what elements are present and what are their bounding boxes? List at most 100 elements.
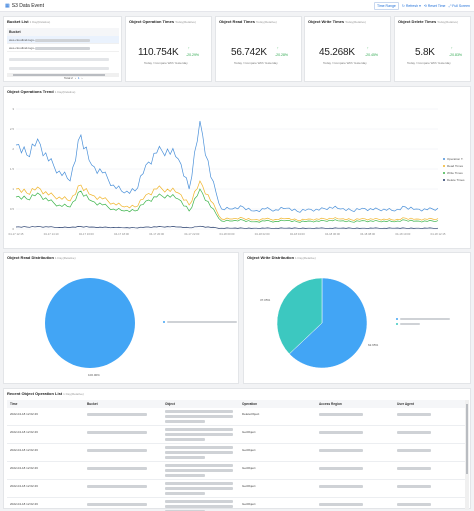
operation-cell: GetObject <box>242 448 256 452</box>
x-tick-label: 04-17 14:10 <box>44 232 59 236</box>
trend-legend: Operation T. Read Times Write Times Dele… <box>443 157 465 185</box>
table-row[interactable]: 2022-04-18 12:02:46 GetObject <box>7 462 469 480</box>
time-cell: 2022-04-18 12:02:46 <box>10 430 38 434</box>
table-header: Time Bucket Object Operation Access Regi… <box>7 400 469 408</box>
write-legend <box>396 318 450 328</box>
stat-value: 45.268K <box>319 47 355 58</box>
region-cell <box>319 502 363 506</box>
stat-percent: -20.45% <box>365 53 379 57</box>
read-legend <box>163 321 237 326</box>
y-tick-label: 1 <box>12 187 14 191</box>
trend-up-icon: ↑ <box>188 46 190 50</box>
refresh-button[interactable]: ↻ Refresh ▾ <box>401 4 421 8</box>
chevron-right-icon[interactable]: › <box>81 76 83 80</box>
user-agent-cell <box>397 412 431 416</box>
object-cell <box>165 446 233 459</box>
write-slice-label-a: 37.05% <box>260 298 271 302</box>
legend-item[interactable] <box>163 321 237 323</box>
stat-value: 110.754K <box>138 47 179 58</box>
chevron-down-icon: ▾ <box>419 4 421 8</box>
region-cell <box>319 412 363 416</box>
stat-caption: Today / Compare With Yesterday <box>144 61 188 65</box>
stat-caption: Today / Compare With Yesterday <box>407 61 451 65</box>
legend-item[interactable]: Read Times <box>443 164 465 168</box>
stat-panel-operation: Object Operation TimesToday(Relative) 11… <box>125 16 212 82</box>
object-cell <box>165 428 233 441</box>
table-row[interactable]: 2022-04-18 12:02:46 GetObject <box>7 498 469 511</box>
trend-up-icon: ↑ <box>367 46 369 50</box>
series-line <box>15 120 439 213</box>
list-item-placeholder <box>7 64 119 72</box>
bucket-cell <box>87 502 147 506</box>
operation-cell: GetObject <box>242 430 256 434</box>
x-tick-label: 04-18 08:00 <box>360 232 375 236</box>
trend-up-icon: ↑ <box>277 46 279 50</box>
stat-value: 5.8K <box>415 47 435 58</box>
legend-item[interactable]: Delete Times <box>443 178 465 182</box>
user-agent-cell <box>397 466 431 470</box>
table-row[interactable]: 2022-04-18 12:02:46 GetObject <box>7 480 469 498</box>
pie-slice <box>276 277 323 355</box>
x-tick-label: 04-18 04:00 <box>290 232 305 236</box>
stat-percent: -20.29% <box>186 53 200 57</box>
reset-icon: ⟲ <box>423 4 427 8</box>
stat-panel-read: Object Read TimesToday(Relative) 56.742K… <box>215 16 302 82</box>
operation-cell: GetObject <box>242 502 256 506</box>
object-cell <box>165 500 233 511</box>
pie-slice <box>45 278 135 368</box>
legend-item[interactable]: Write Times <box>443 171 465 175</box>
time-cell: 2022-04-18 12:02:46 <box>10 448 38 452</box>
series-line <box>15 180 439 222</box>
write-slice-label-b: 62.95% <box>368 343 379 347</box>
bucket-cell <box>87 484 147 488</box>
operation-cell: DeleteObject <box>242 412 260 416</box>
time-range-button[interactable]: Time Range <box>373 2 399 10</box>
x-tick-label: 04-18 06:00 <box>325 232 340 236</box>
list-item-placeholder <box>7 55 119 63</box>
stat-percent: -20.83% <box>449 53 463 57</box>
legend-item[interactable]: Operation T. <box>443 157 465 161</box>
trend-panel: Object Operations Trend1 Day(Relative) 0… <box>3 86 471 249</box>
y-tick-label: 2 <box>12 147 14 151</box>
bucket-list-panel: Bucket List1 Day(Relative) Bucket aws-cl… <box>3 16 122 82</box>
write-pie-chart <box>276 277 368 369</box>
user-agent-cell <box>397 484 431 488</box>
x-tick-label: 04-18 10:00 <box>395 232 410 236</box>
table-row[interactable]: 2022-04-18 12:02:46 DeleteObject <box>7 408 469 426</box>
chevron-left-icon[interactable]: ‹ <box>74 76 76 80</box>
object-cell <box>165 464 233 477</box>
region-cell <box>319 484 363 488</box>
x-tick-label: 04-18 02:00 <box>255 232 270 236</box>
user-agent-cell <box>397 430 431 434</box>
y-tick-label: 3 <box>12 107 14 111</box>
stat-percent: -20.28% <box>275 53 289 57</box>
stat-panel-write: Object Write TimesToday(Relative) 45.268… <box>304 16 391 82</box>
reset-time-button[interactable]: ⟲ Reset Time <box>423 4 446 8</box>
time-cell: 2022-04-18 12:02:46 <box>10 466 38 470</box>
bucket-list-title: Bucket List1 Day(Relative) <box>7 19 51 24</box>
redacted <box>34 46 90 50</box>
time-cell: 2022-04-18 12:02:46 <box>10 412 38 416</box>
bucket-cell <box>87 412 147 416</box>
table-row[interactable]: 2022-04-18 12:02:46 GetObject <box>7 426 469 444</box>
legend-item[interactable] <box>396 318 450 320</box>
x-tick-label: 04-17 12:15 <box>9 232 24 236</box>
operation-cell: GetObject <box>242 466 256 470</box>
page-title: S3 Data Event <box>11 3 44 9</box>
vertical-scrollbar[interactable] <box>465 400 469 510</box>
expand-icon: ⤢ <box>448 4 452 8</box>
pagination: Total 2 ‹ 1 › <box>64 76 83 80</box>
page-title-wrap: ▦ S3 Data Event <box>5 3 44 9</box>
horizontal-scrollbar[interactable] <box>7 73 119 77</box>
region-cell <box>319 466 363 470</box>
legend-item[interactable] <box>396 323 450 325</box>
object-cell <box>165 410 233 423</box>
list-item[interactable]: aws-cloudtrail-logs- <box>7 44 119 52</box>
list-item[interactable]: aws-cloudtrail-logs- <box>7 36 119 44</box>
redacted <box>34 38 90 42</box>
stat-panel-delete: Object Delete TimesToday(Relative) 5.8K … <box>394 16 471 82</box>
full-screen-button[interactable]: ⤢ Full Screen <box>448 4 470 8</box>
page-1[interactable]: 1 <box>77 76 80 80</box>
recent-ops-panel: Recent Object Operation List1 Day(Relati… <box>3 388 471 511</box>
table-row[interactable]: 2022-04-18 12:02:46 GetObject <box>7 444 469 462</box>
